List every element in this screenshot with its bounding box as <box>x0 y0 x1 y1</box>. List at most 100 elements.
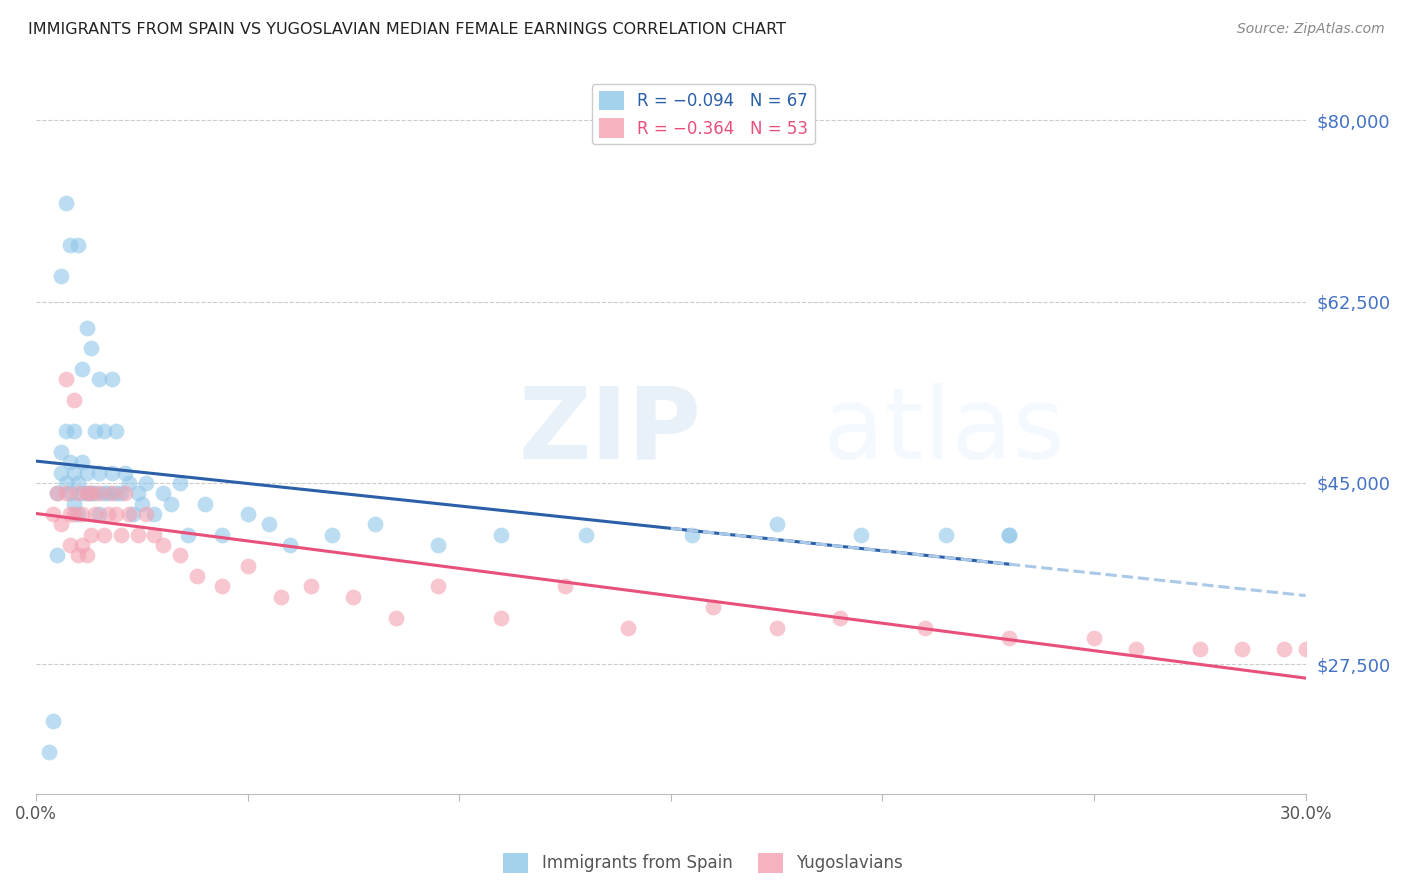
Point <box>59 455 82 469</box>
Point <box>1188 641 1211 656</box>
Point <box>80 527 103 541</box>
Point <box>55 196 77 211</box>
Point <box>299 579 322 593</box>
Point <box>1295 641 1317 656</box>
Point <box>84 486 107 500</box>
Point <box>257 517 280 532</box>
Point <box>1125 641 1147 656</box>
Point <box>89 507 111 521</box>
Point <box>72 486 94 500</box>
Point <box>1274 641 1296 656</box>
Point <box>194 497 217 511</box>
Point <box>114 466 136 480</box>
Point <box>55 486 77 500</box>
Point <box>72 507 94 521</box>
Point <box>105 424 128 438</box>
Point <box>321 527 343 541</box>
Legend: R = −0.094   N = 67, R = −0.364   N = 53: R = −0.094 N = 67, R = −0.364 N = 53 <box>592 84 815 145</box>
Point <box>491 610 513 624</box>
Point <box>169 549 191 563</box>
Point <box>135 507 157 521</box>
Point <box>105 507 128 521</box>
Point <box>363 517 385 532</box>
Point <box>46 486 69 500</box>
Point <box>211 527 233 541</box>
Point <box>160 497 183 511</box>
Point <box>575 527 598 541</box>
Point <box>80 341 103 355</box>
Point <box>681 527 703 541</box>
Point <box>59 486 82 500</box>
Point <box>59 507 82 521</box>
Point <box>110 527 132 541</box>
Point <box>135 475 157 490</box>
Point <box>72 538 94 552</box>
Point <box>1230 641 1253 656</box>
Point <box>143 527 166 541</box>
Point <box>554 579 576 593</box>
Point <box>491 527 513 541</box>
Point <box>38 745 60 759</box>
Point <box>122 507 145 521</box>
Point <box>114 486 136 500</box>
Point <box>42 714 65 728</box>
Point <box>72 362 94 376</box>
Point <box>76 486 98 500</box>
Point <box>80 486 103 500</box>
Point <box>143 507 166 521</box>
Point <box>998 527 1021 541</box>
Point <box>101 372 124 386</box>
Point <box>127 527 149 541</box>
Point <box>97 486 120 500</box>
Point <box>80 486 103 500</box>
Point <box>76 466 98 480</box>
Point <box>63 424 86 438</box>
Point <box>51 517 73 532</box>
Point <box>1083 632 1105 646</box>
Point <box>76 320 98 334</box>
Text: ZIP: ZIP <box>519 383 702 480</box>
Point <box>59 538 82 552</box>
Point <box>342 590 364 604</box>
Point <box>236 507 259 521</box>
Point <box>89 372 111 386</box>
Point <box>152 486 174 500</box>
Point <box>42 507 65 521</box>
Point <box>67 486 90 500</box>
Legend: Immigrants from Spain, Yugoslavians: Immigrants from Spain, Yugoslavians <box>496 847 910 880</box>
Point <box>998 632 1021 646</box>
Point <box>101 486 124 500</box>
Point <box>93 424 115 438</box>
Point <box>46 549 69 563</box>
Point <box>67 549 90 563</box>
Point <box>427 538 450 552</box>
Text: atlas: atlas <box>823 383 1064 480</box>
Point <box>59 237 82 252</box>
Point <box>127 486 149 500</box>
Point <box>998 527 1021 541</box>
Point <box>169 475 191 490</box>
Point <box>93 486 115 500</box>
Point <box>236 558 259 573</box>
Point <box>935 527 957 541</box>
Point <box>67 507 90 521</box>
Point <box>278 538 301 552</box>
Point <box>851 527 873 541</box>
Point <box>84 424 107 438</box>
Point <box>105 486 128 500</box>
Point <box>63 466 86 480</box>
Point <box>51 268 73 283</box>
Point <box>384 610 406 624</box>
Point <box>702 600 724 615</box>
Point <box>131 497 153 511</box>
Point <box>51 466 73 480</box>
Point <box>110 486 132 500</box>
Point <box>765 517 787 532</box>
Point <box>118 475 141 490</box>
Point <box>72 455 94 469</box>
Point <box>186 569 208 583</box>
Point <box>118 507 141 521</box>
Point <box>46 486 69 500</box>
Point <box>89 486 111 500</box>
Point <box>63 392 86 407</box>
